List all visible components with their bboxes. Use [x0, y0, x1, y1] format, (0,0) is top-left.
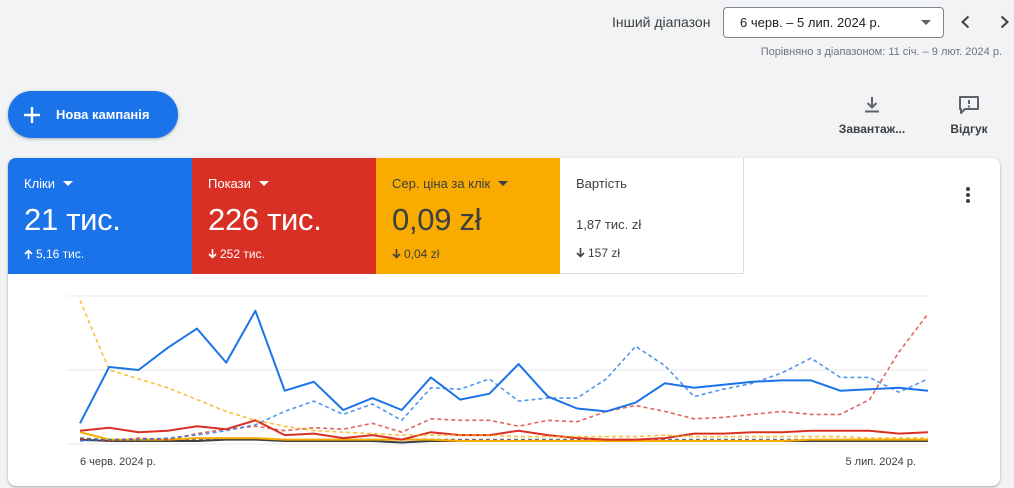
- metric-cost-change: 157 zł: [576, 246, 727, 260]
- metric-clicks-value: 21 тис.: [24, 202, 176, 238]
- chevron-down-icon: [921, 20, 931, 25]
- arrow-down-icon: [208, 249, 217, 259]
- x-axis-start-label: 6 черв. 2024 р.: [80, 456, 156, 468]
- new-campaign-label: Нова кампанія: [56, 107, 149, 122]
- plus-icon: [8, 106, 56, 124]
- metric-avg-cpc-change-value: 0,04 zł: [404, 247, 439, 261]
- metric-clicks-label: Кліки: [24, 176, 55, 191]
- more-vert-icon-dot: [966, 187, 970, 191]
- metric-cost-value: 1,87 тис. zł: [576, 217, 727, 232]
- arrow-up-icon: [24, 249, 33, 259]
- more-vert-icon-dot: [966, 193, 970, 197]
- metric-impressions-title[interactable]: Покази: [208, 176, 360, 191]
- metric-impressions-value: 226 тис.: [208, 202, 360, 238]
- download-label: Завантаж...: [839, 122, 905, 136]
- feedback-label: Відгук: [950, 122, 987, 136]
- metric-clicks-title[interactable]: Кліки: [24, 176, 176, 191]
- previous-range-button[interactable]: [953, 9, 979, 35]
- metric-impressions-change: 252 тис.: [208, 247, 360, 261]
- dropdown-arrow-icon: [498, 181, 508, 186]
- chevron-left-icon: [959, 15, 973, 29]
- performance-card: Кліки 21 тис. 5,16 тис. Покази 226 тис. …: [8, 158, 1000, 486]
- metric-impressions-change-value: 252 тис.: [220, 247, 265, 261]
- metric-cost[interactable]: Вартість 1,87 тис. zł 157 zł: [560, 158, 744, 274]
- dropdown-arrow-icon: [63, 181, 73, 186]
- feedback-button[interactable]: Відгук: [946, 95, 992, 136]
- performance-line-chart: 6 черв. 2024 р. 5 лип. 2024 р.: [8, 274, 1000, 486]
- feedback-icon: [958, 95, 980, 115]
- arrow-down-icon: [576, 248, 585, 258]
- metric-avg-cpc-change: 0,04 zł: [392, 247, 544, 261]
- metric-impressions[interactable]: Покази 226 тис. 252 тис.: [192, 158, 376, 274]
- arrow-down-icon: [392, 249, 401, 259]
- metric-avg-cpc-label: Сер. ціна за клік: [392, 176, 490, 191]
- next-range-button[interactable]: [991, 9, 1014, 35]
- metric-clicks-change: 5,16 тис.: [24, 247, 176, 261]
- dropdown-arrow-icon: [259, 181, 269, 186]
- metric-avg-cpc-title[interactable]: Сер. ціна за клік: [392, 176, 544, 191]
- download-icon: [862, 95, 882, 115]
- metric-avg-cpc[interactable]: Сер. ціна за клік 0,09 zł 0,04 zł: [376, 158, 560, 274]
- metric-cost-title[interactable]: Вартість: [576, 176, 727, 191]
- series-line-clicks: [80, 311, 928, 424]
- metric-impressions-label: Покази: [208, 176, 251, 191]
- range-label: Інший діапазон: [612, 14, 710, 30]
- more-options-button[interactable]: [958, 184, 978, 206]
- chart-grid: [68, 296, 928, 444]
- x-axis-end-label: 5 лип. 2024 р.: [845, 456, 916, 468]
- chart-series: [80, 300, 928, 442]
- series-line-cpc-prev: [80, 300, 928, 438]
- metric-avg-cpc-value: 0,09 zł: [392, 202, 544, 238]
- new-campaign-button[interactable]: Нова кампанія: [8, 91, 178, 138]
- metric-clicks[interactable]: Кліки 21 тис. 5,16 тис.: [8, 158, 192, 274]
- date-range-select[interactable]: 6 черв. – 5 лип. 2024 р.: [723, 7, 944, 38]
- metric-cost-change-value: 157 zł: [588, 246, 620, 260]
- chevron-right-icon: [997, 15, 1011, 29]
- more-vert-icon-dot: [966, 199, 970, 203]
- series-line-impressions-prev: [80, 314, 928, 441]
- compare-range-text: Порівняно з діапазоном: 11 січ. – 9 лют.…: [761, 46, 1002, 58]
- metric-clicks-change-value: 5,16 тис.: [36, 247, 84, 261]
- series-line-impressions: [80, 420, 928, 439]
- date-range-value: 6 черв. – 5 лип. 2024 р.: [740, 15, 880, 30]
- download-button[interactable]: Завантаж...: [836, 95, 908, 136]
- metric-cost-label: Вартість: [576, 176, 627, 191]
